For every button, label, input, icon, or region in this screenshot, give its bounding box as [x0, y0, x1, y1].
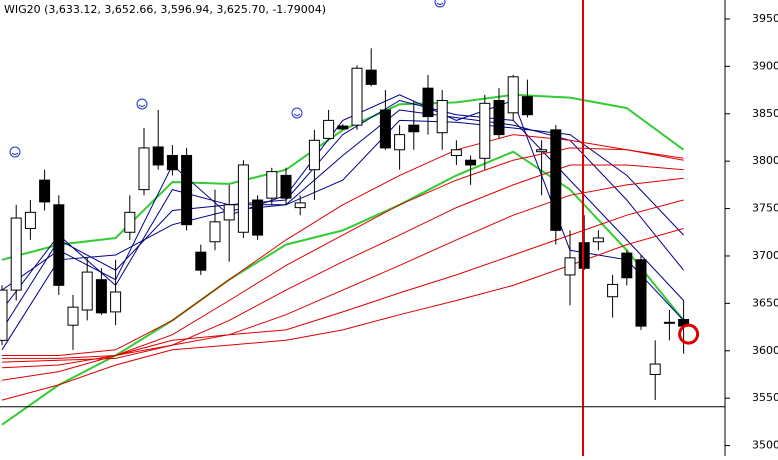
candle-body — [521, 96, 533, 116]
candle-body — [422, 87, 434, 118]
candle-body — [337, 125, 349, 130]
candle-body — [53, 204, 65, 286]
candle-body — [365, 69, 377, 85]
y-tick-label: 3700 — [752, 249, 778, 262]
y-tick-label: 3800 — [752, 154, 778, 167]
candle-body — [24, 211, 36, 229]
y-tick-label: 3750 — [752, 202, 778, 215]
candle-body — [67, 306, 79, 326]
candle-body — [294, 202, 306, 209]
candle-body — [663, 321, 675, 324]
y-tick-label: 3900 — [752, 59, 778, 72]
candle-body — [95, 279, 107, 314]
y-tick-label: 3550 — [752, 391, 778, 404]
smiley-icons — [9, 0, 446, 158]
candle-body — [237, 164, 249, 233]
chart-title: WIG20 (3,633.12, 3,652.66, 3,596.94, 3,6… — [4, 3, 326, 16]
candle-body — [578, 242, 590, 269]
candle-body — [252, 199, 264, 236]
y-tick-label: 3600 — [752, 344, 778, 357]
moving-average-line — [2, 134, 684, 356]
candle-body — [124, 211, 136, 233]
candle-body — [81, 271, 93, 311]
y-tick-label: 3950 — [752, 12, 778, 25]
moving-average-line — [1, 119, 684, 351]
candle-body — [10, 217, 22, 291]
moving-average-line — [1, 93, 685, 261]
candle-body — [195, 251, 207, 271]
candle-body — [479, 102, 491, 159]
candle-body — [138, 147, 150, 191]
moving-average-line — [1, 164, 684, 363]
candle-body — [564, 257, 576, 276]
candle-body — [0, 289, 8, 341]
candle-body — [450, 149, 462, 156]
candle-body — [621, 252, 633, 279]
candle-body — [223, 204, 235, 221]
y-tick-label: 3650 — [752, 296, 778, 309]
candle-body — [607, 283, 619, 298]
candle-body — [280, 174, 292, 199]
candle-body — [39, 179, 51, 203]
candle-body — [592, 237, 604, 243]
candle-body — [351, 67, 363, 126]
candle-body — [536, 149, 548, 153]
candle-body — [465, 159, 477, 166]
candle-body — [635, 259, 647, 327]
candle-body — [166, 154, 178, 171]
candle-body — [323, 119, 335, 139]
candle-body — [394, 134, 406, 151]
candle-body — [493, 99, 505, 136]
candle-body — [152, 146, 164, 166]
candles-layer — [0, 48, 690, 401]
candle-body — [436, 99, 448, 134]
candle-body — [550, 129, 562, 231]
candle-body — [649, 363, 661, 375]
candle-body — [507, 76, 519, 114]
candle-body — [379, 109, 391, 149]
candle-body — [110, 291, 122, 313]
candle-body — [181, 154, 193, 226]
candle-body — [308, 139, 320, 171]
candle-body — [209, 221, 221, 243]
y-tick-label: 3500 — [752, 439, 778, 452]
last-candle-highlight — [678, 323, 700, 345]
y-tick-label: 3850 — [752, 107, 778, 120]
candle-body — [408, 124, 420, 133]
candle-body — [266, 171, 278, 199]
